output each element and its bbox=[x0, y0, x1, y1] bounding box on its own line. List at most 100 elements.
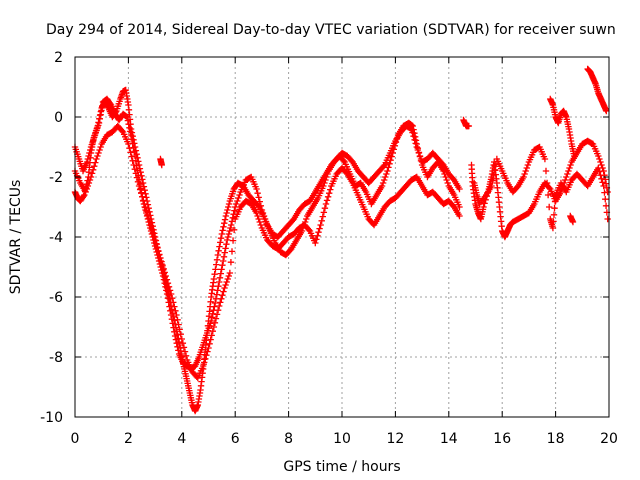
data-point-marker bbox=[221, 216, 229, 223]
data-point-marker bbox=[218, 230, 226, 238]
data-point-marker bbox=[312, 239, 319, 247]
data-point-marker bbox=[209, 328, 216, 335]
data-point-marker bbox=[176, 326, 183, 333]
data-point-marker bbox=[134, 178, 142, 185]
data-point-marker bbox=[139, 193, 146, 200]
data-point-marker bbox=[173, 311, 180, 319]
data-point-marker bbox=[94, 152, 101, 160]
series-trace-f bbox=[547, 65, 610, 160]
data-point-marker bbox=[596, 155, 603, 163]
data-point-marker bbox=[256, 218, 263, 226]
data-point-marker bbox=[219, 262, 226, 269]
data-point-marker bbox=[158, 258, 165, 265]
data-point-marker bbox=[171, 328, 178, 335]
data-point-marker bbox=[444, 179, 451, 187]
data-point-marker bbox=[213, 311, 221, 318]
data-point-marker bbox=[151, 236, 159, 244]
data-point-marker bbox=[318, 217, 325, 224]
data-point-marker bbox=[132, 170, 140, 177]
data-point-marker bbox=[175, 347, 182, 354]
y-axis-label: SDTVAR / TECUs bbox=[8, 180, 24, 295]
data-point-marker bbox=[171, 303, 178, 310]
data-point-marker bbox=[323, 197, 331, 204]
data-point-marker bbox=[83, 185, 90, 193]
data-point-marker bbox=[230, 226, 238, 233]
x-tick-label: 4 bbox=[177, 431, 186, 447]
data-point-marker bbox=[602, 196, 609, 203]
data-point-marker bbox=[159, 262, 166, 269]
data-point-marker bbox=[180, 344, 188, 351]
data-point-marker bbox=[598, 175, 605, 182]
data-point-marker bbox=[234, 197, 241, 205]
chart-title: Day 294 of 2014, Sidereal Day-to-day VTE… bbox=[46, 22, 616, 38]
data-point-marker bbox=[595, 152, 602, 160]
series-trace-c bbox=[71, 122, 463, 382]
data-point-marker bbox=[383, 170, 390, 178]
data-point-marker bbox=[155, 247, 162, 254]
data-point-marker bbox=[126, 145, 133, 152]
data-point-marker bbox=[129, 157, 136, 164]
data-point-marker bbox=[385, 164, 392, 171]
data-point-marker bbox=[543, 179, 551, 187]
data-point-marker bbox=[321, 205, 329, 212]
data-point-marker bbox=[92, 159, 99, 166]
data-point-marker bbox=[199, 362, 207, 370]
data-point-marker bbox=[212, 315, 220, 322]
y-tick-label: -2 bbox=[49, 170, 63, 186]
data-point-marker bbox=[152, 240, 160, 247]
data-point-marker bbox=[597, 158, 604, 166]
data-point-marker bbox=[177, 331, 184, 338]
data-point-marker bbox=[569, 218, 577, 226]
data-point-marker bbox=[144, 211, 151, 218]
data-point-marker bbox=[135, 182, 143, 190]
data-point-marker bbox=[165, 283, 173, 290]
data-point-marker bbox=[217, 235, 225, 242]
data-point-marker bbox=[216, 243, 223, 250]
data-point-marker bbox=[142, 204, 149, 211]
data-point-marker bbox=[229, 237, 237, 244]
data-point-marker bbox=[213, 291, 220, 298]
data-point-marker bbox=[214, 287, 221, 294]
data-point-marker bbox=[305, 226, 313, 233]
data-point-marker bbox=[97, 111, 104, 118]
data-point-marker bbox=[488, 182, 495, 190]
data-point-marker bbox=[167, 290, 175, 298]
data-point-marker bbox=[596, 168, 603, 175]
data-point-marker bbox=[380, 163, 387, 170]
data-point-marker bbox=[164, 280, 172, 287]
data-point-marker bbox=[225, 230, 232, 238]
y-tick-label: 2 bbox=[54, 50, 63, 66]
data-point-marker bbox=[85, 179, 93, 187]
data-point-marker bbox=[340, 157, 347, 164]
data-point-marker bbox=[414, 146, 422, 154]
data-point-marker bbox=[166, 287, 174, 294]
data-point-marker bbox=[408, 125, 415, 133]
data-point-marker bbox=[562, 176, 569, 184]
data-point-marker bbox=[236, 191, 243, 199]
series-trace-e bbox=[470, 143, 611, 232]
data-point-marker bbox=[130, 161, 137, 169]
data-point-marker bbox=[217, 270, 224, 277]
data-point-marker bbox=[253, 185, 260, 193]
data-point-marker bbox=[170, 324, 177, 331]
data-point-marker bbox=[411, 136, 418, 143]
data-point-marker bbox=[599, 179, 606, 186]
data-point-marker bbox=[83, 158, 91, 166]
data-point-marker bbox=[235, 194, 242, 202]
data-point-marker bbox=[214, 251, 222, 259]
data-point-marker bbox=[224, 233, 232, 241]
data-point-marker bbox=[521, 170, 528, 178]
data-point-marker bbox=[220, 223, 227, 230]
data-point-marker bbox=[603, 107, 610, 115]
data-point-marker bbox=[571, 152, 578, 160]
data-point-marker bbox=[219, 257, 227, 265]
data-point-marker bbox=[550, 218, 557, 225]
data-point-marker bbox=[602, 202, 610, 209]
data-point-marker bbox=[126, 124, 133, 131]
data-point-marker bbox=[231, 207, 238, 214]
data-point-marker bbox=[491, 166, 498, 173]
data-point-marker bbox=[322, 200, 330, 208]
data-point-marker bbox=[415, 149, 423, 157]
data-point-marker bbox=[456, 212, 463, 220]
data-point-marker bbox=[146, 218, 153, 226]
